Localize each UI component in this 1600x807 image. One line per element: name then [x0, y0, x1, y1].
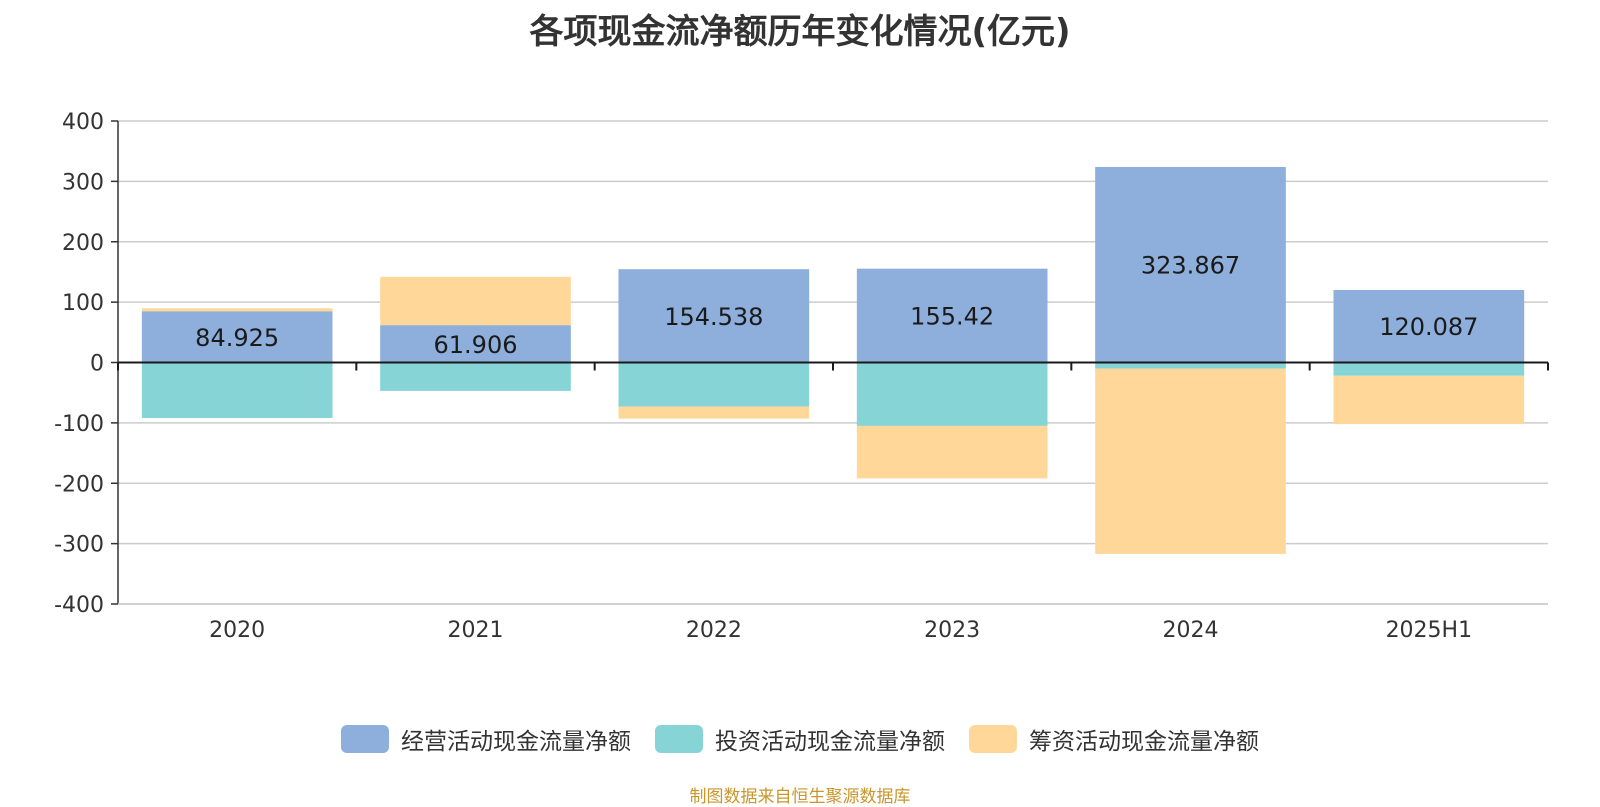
y-tick-label: 100 — [62, 291, 104, 316]
bar-1-2020 — [141, 362, 333, 419]
legend-item-financing[interactable]: 筹资活动现金流量净额 — [969, 722, 1259, 756]
legend-label-investing: 投资活动现金流量净额 — [715, 729, 945, 755]
x-tick-label: 2024 — [1163, 618, 1219, 643]
data-label: 120.087 — [1379, 313, 1478, 341]
bar-2-2020 — [141, 308, 333, 312]
data-label: 154.538 — [664, 303, 763, 331]
bar-1-2025H1 — [1333, 362, 1525, 376]
bar-1-2022 — [618, 362, 810, 407]
bar-0-2020 — [141, 311, 333, 363]
x-tick-label: 2020 — [209, 618, 265, 643]
y-tick-label: -400 — [54, 593, 104, 618]
y-tick-label: 300 — [62, 170, 104, 195]
y-tick-label: -300 — [54, 533, 104, 558]
legend-item-investing[interactable]: 投资活动现金流量净额 — [655, 722, 945, 756]
data-label: 155.42 — [910, 303, 994, 331]
chart-title: 各项现金流净额历年变化情况(亿元) — [529, 12, 1071, 52]
bar-2-2021 — [380, 276, 571, 326]
y-tick-label: -200 — [54, 472, 104, 497]
bar-0-2022 — [618, 269, 810, 363]
bar-1-2021 — [380, 362, 571, 391]
data-label: 84.925 — [195, 324, 279, 352]
legend-swatch-financing — [969, 725, 1017, 753]
x-tick-label: 2023 — [924, 618, 980, 643]
bar-0-2025H1 — [1333, 289, 1525, 363]
bar-1-2024 — [1095, 362, 1286, 369]
data-label: 323.867 — [1141, 252, 1240, 280]
y-tick-label: -100 — [54, 412, 104, 437]
x-tick-label: 2022 — [686, 618, 742, 643]
data-label: 61.906 — [434, 331, 518, 359]
bar-2-2023 — [856, 425, 1048, 479]
legend-label-operating: 经营活动现金流量净额 — [401, 729, 631, 755]
y-tick-label: 0 — [90, 352, 104, 377]
legend: 经营活动现金流量净额 投资活动现金流量净额 筹资活动现金流量净额 — [0, 722, 1600, 756]
bar-0-2024 — [1095, 166, 1286, 363]
y-tick-label: 400 — [62, 110, 104, 135]
y-tick-label: 200 — [62, 231, 104, 256]
bar-2-2022 — [618, 406, 810, 419]
bar-1-2023 — [856, 362, 1048, 426]
stacked-bar-chart: 400 300 200 100 0 -100 -200 -300 -400 2020 2021 202… — [54, 110, 1549, 643]
legend-swatch-operating — [341, 725, 389, 753]
bar-0-2023 — [856, 268, 1048, 363]
bar-2-2024 — [1095, 368, 1286, 554]
bar-2-2025H1 — [1333, 375, 1525, 425]
x-tick-label: 2021 — [448, 618, 504, 643]
source-note: 制图数据来自恒生聚源数据库 — [689, 787, 911, 807]
bar-0-2021 — [380, 325, 571, 363]
legend-swatch-investing — [655, 725, 703, 753]
legend-item-operating[interactable]: 经营活动现金流量净额 — [341, 722, 631, 756]
x-tick-label: 2025H1 — [1386, 618, 1473, 643]
legend-label-financing: 筹资活动现金流量净额 — [1029, 729, 1259, 755]
